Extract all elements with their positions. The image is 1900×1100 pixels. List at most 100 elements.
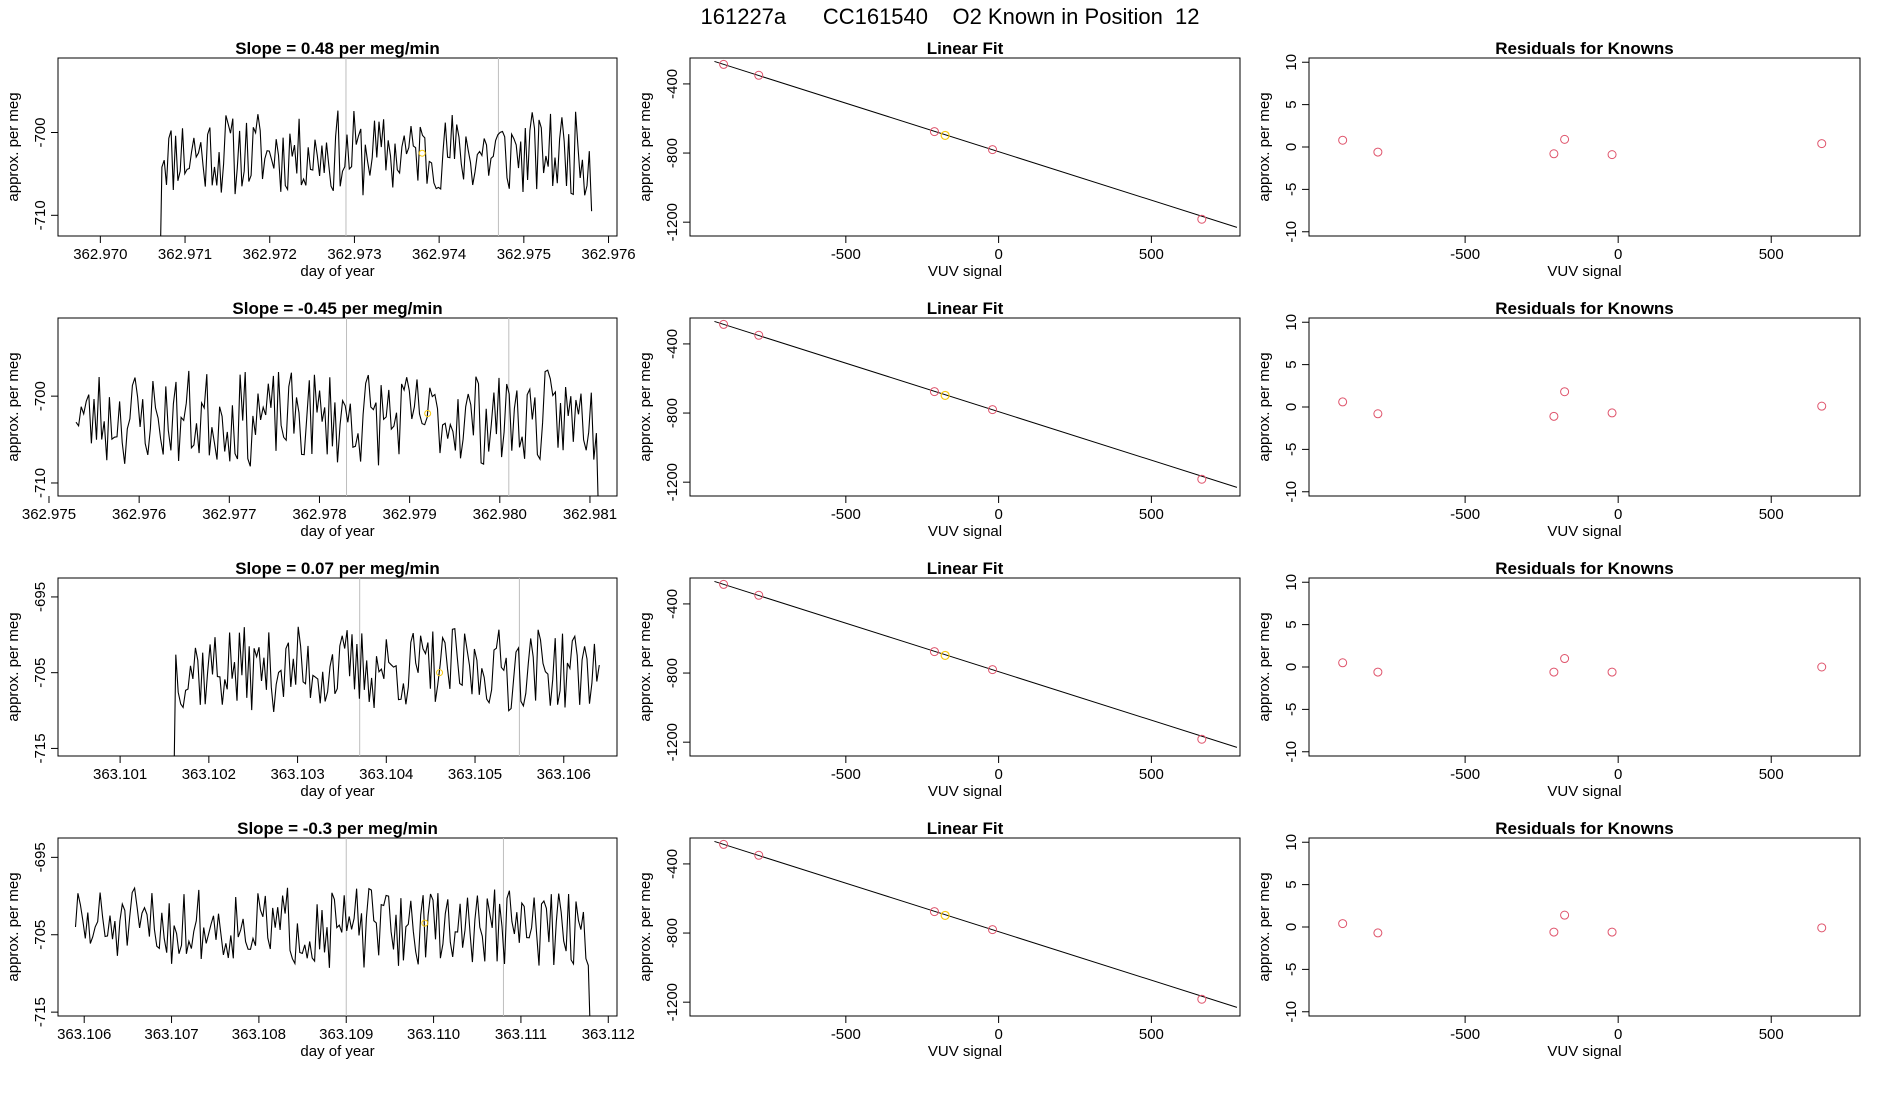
trace-y-axis: -700 -710: [32, 381, 58, 498]
resid-y-axis-label: approx. per meg: [1256, 612, 1273, 721]
resid-x-tick-label: 500: [1759, 506, 1784, 523]
trace-marker-point: [418, 149, 426, 157]
resid-x-tick-label: 0: [1614, 766, 1622, 783]
resid-title: Residuals for Knowns: [1495, 559, 1674, 578]
trace-x-axis: 362.975 362.976 362.977 362.978 362.979 362.9…: [22, 496, 617, 523]
fit-y-tick-label: -800: [664, 918, 681, 948]
residuals-panel-3: Residuals for Knowns -500 0 500 VUV signal 10…: [1256, 559, 1861, 800]
resid-data-point: [1817, 401, 1827, 411]
trace-panel-4: Slope = -0.3 per meg/min 363.106 363.107 36…: [5, 819, 635, 1060]
resid-title: Residuals for Knowns: [1495, 819, 1674, 838]
resid-data-point: [1373, 147, 1383, 157]
resid-y-tick-label: -5: [1283, 443, 1300, 456]
resid-x-tick-label: 500: [1759, 246, 1784, 263]
trace-y-tick-label: -710: [32, 200, 49, 230]
trace-marker-point: [436, 669, 444, 677]
resid-y-tick-label: 0: [1283, 403, 1300, 411]
fit-y-tick-label: -1200: [664, 983, 681, 1021]
resid-x-axis-label: VUV signal: [1547, 1043, 1621, 1060]
trace-x-axis-label: day of year: [300, 523, 374, 540]
fit-x-tick-label: 500: [1139, 246, 1164, 263]
trace-y-tick-label: -710: [32, 468, 49, 498]
trace-y-tick-label: -715: [32, 733, 49, 763]
trace-y-tick-label: -695: [32, 842, 49, 872]
trace-title: Slope = 0.48 per meg/min: [235, 39, 440, 58]
trace-x-tick-label: 363.106: [57, 1026, 111, 1043]
fit-y-axis: -400 -800 -1200: [664, 589, 690, 761]
resid-y-tick-label: 10: [1283, 314, 1300, 331]
trace-x-tick-label: 362.975: [22, 506, 76, 523]
trace-x-tick-label: 362.972: [243, 246, 297, 263]
fit-x-axis: -500 0 500: [831, 236, 1164, 263]
fit-data-point: [988, 925, 997, 935]
fit-panel-2: Linear Fit -500 0 500 VUV signal -400 -800 -120…: [637, 299, 1241, 540]
fit-x-tick-label: 0: [994, 1026, 1002, 1043]
fit-x-tick-label: 500: [1139, 1026, 1164, 1043]
fit-panel-1: Linear Fit -500 0 500 VUV signal -400 -800 -120…: [637, 39, 1241, 280]
fit-x-axis-label: VUV signal: [928, 263, 1002, 280]
resid-x-axis: -500 0 500: [1450, 236, 1784, 263]
fit-x-tick-label: -500: [831, 506, 861, 523]
resid-data-point: [1373, 409, 1383, 419]
fit-data-point: [1197, 214, 1207, 224]
fit-plot-frame: [689, 837, 1241, 1017]
trace-x-axis: 363.101 363.102 363.103 363.104 363.105 363.1…: [93, 756, 591, 783]
resid-data-point: [1560, 387, 1570, 397]
fit-y-tick-label: -400: [664, 589, 681, 619]
fit-data-point: [988, 405, 997, 415]
trace-y-tick-label: -715: [32, 997, 49, 1027]
resid-y-axis: 10 5 0 -5 -10: [1283, 54, 1309, 243]
trace-x-tick-label: 362.981: [563, 506, 617, 523]
fit-data-point: [719, 839, 729, 849]
resid-x-tick-label: -500: [1450, 506, 1480, 523]
fit-regression-line: [714, 60, 1238, 228]
trace-x-tick-label: 363.112: [582, 1026, 635, 1043]
trace-series-line: [74, 886, 591, 1016]
resid-x-tick-label: 0: [1614, 246, 1622, 263]
resid-y-tick-label: -5: [1283, 183, 1300, 196]
resid-data-point: [1373, 667, 1383, 677]
resid-y-tick-label: 5: [1283, 880, 1300, 888]
trace-x-axis: 363.106 363.107 363.108 363.109 363.110 363.1…: [57, 1016, 635, 1043]
fit-regression-line: [714, 840, 1238, 1008]
fit-x-axis: -500 0 500: [831, 1016, 1164, 1043]
resid-data-point: [1338, 919, 1348, 929]
fit-data-point: [988, 665, 997, 675]
resid-plot-frame: [1308, 577, 1861, 757]
fit-y-axis: -400 -800 -1200: [664, 69, 690, 241]
trace-y-axis-label: approx. per meg: [5, 872, 22, 981]
fit-y-axis: -400 -800 -1200: [664, 849, 690, 1021]
trace-x-tick-label: 362.978: [292, 506, 346, 523]
fit-data-point: [929, 907, 939, 917]
trace-title: Slope = 0.07 per meg/min: [235, 559, 440, 578]
fit-y-tick-label: -800: [664, 658, 681, 688]
resid-plot-frame: [1308, 317, 1861, 497]
trace-title: Slope = -0.3 per meg/min: [237, 819, 438, 838]
trace-x-axis: 362.970 362.971 362.972 362.973 362.974 362.9…: [73, 236, 636, 263]
fit-y-axis-label: approx. per meg: [637, 352, 654, 461]
resid-y-axis: 10 5 0 -5 -10: [1283, 314, 1309, 503]
resid-data-point: [1373, 928, 1383, 938]
fit-data-point: [929, 387, 939, 397]
trace-marker-point: [421, 919, 429, 927]
trace-panel-1: Slope = 0.48 per meg/min 362.970 362.971 36…: [5, 39, 636, 280]
trace-x-tick-label: 362.970: [73, 246, 127, 263]
trace-y-axis-label: approx. per meg: [5, 92, 22, 201]
resid-title: Residuals for Knowns: [1495, 299, 1674, 318]
resid-x-tick-label: -500: [1450, 766, 1480, 783]
resid-x-tick-label: -500: [1450, 1026, 1480, 1043]
fit-title: Linear Fit: [927, 559, 1004, 578]
fit-data-point: [1197, 994, 1207, 1004]
trace-x-tick-label: 363.106: [537, 766, 591, 783]
trace-plot-frame: [57, 577, 618, 757]
trace-x-tick-label: 363.111: [495, 1026, 547, 1043]
resid-y-tick-label: 5: [1283, 620, 1300, 628]
fit-data-point: [929, 127, 939, 137]
resid-data-point: [1549, 411, 1559, 421]
resid-data-point: [1338, 397, 1348, 407]
resid-y-tick-label: -5: [1283, 703, 1300, 716]
trace-y-tick-label: -700: [32, 117, 49, 147]
resid-y-tick-label: 0: [1283, 663, 1300, 671]
resid-y-tick-label: 10: [1283, 834, 1300, 851]
